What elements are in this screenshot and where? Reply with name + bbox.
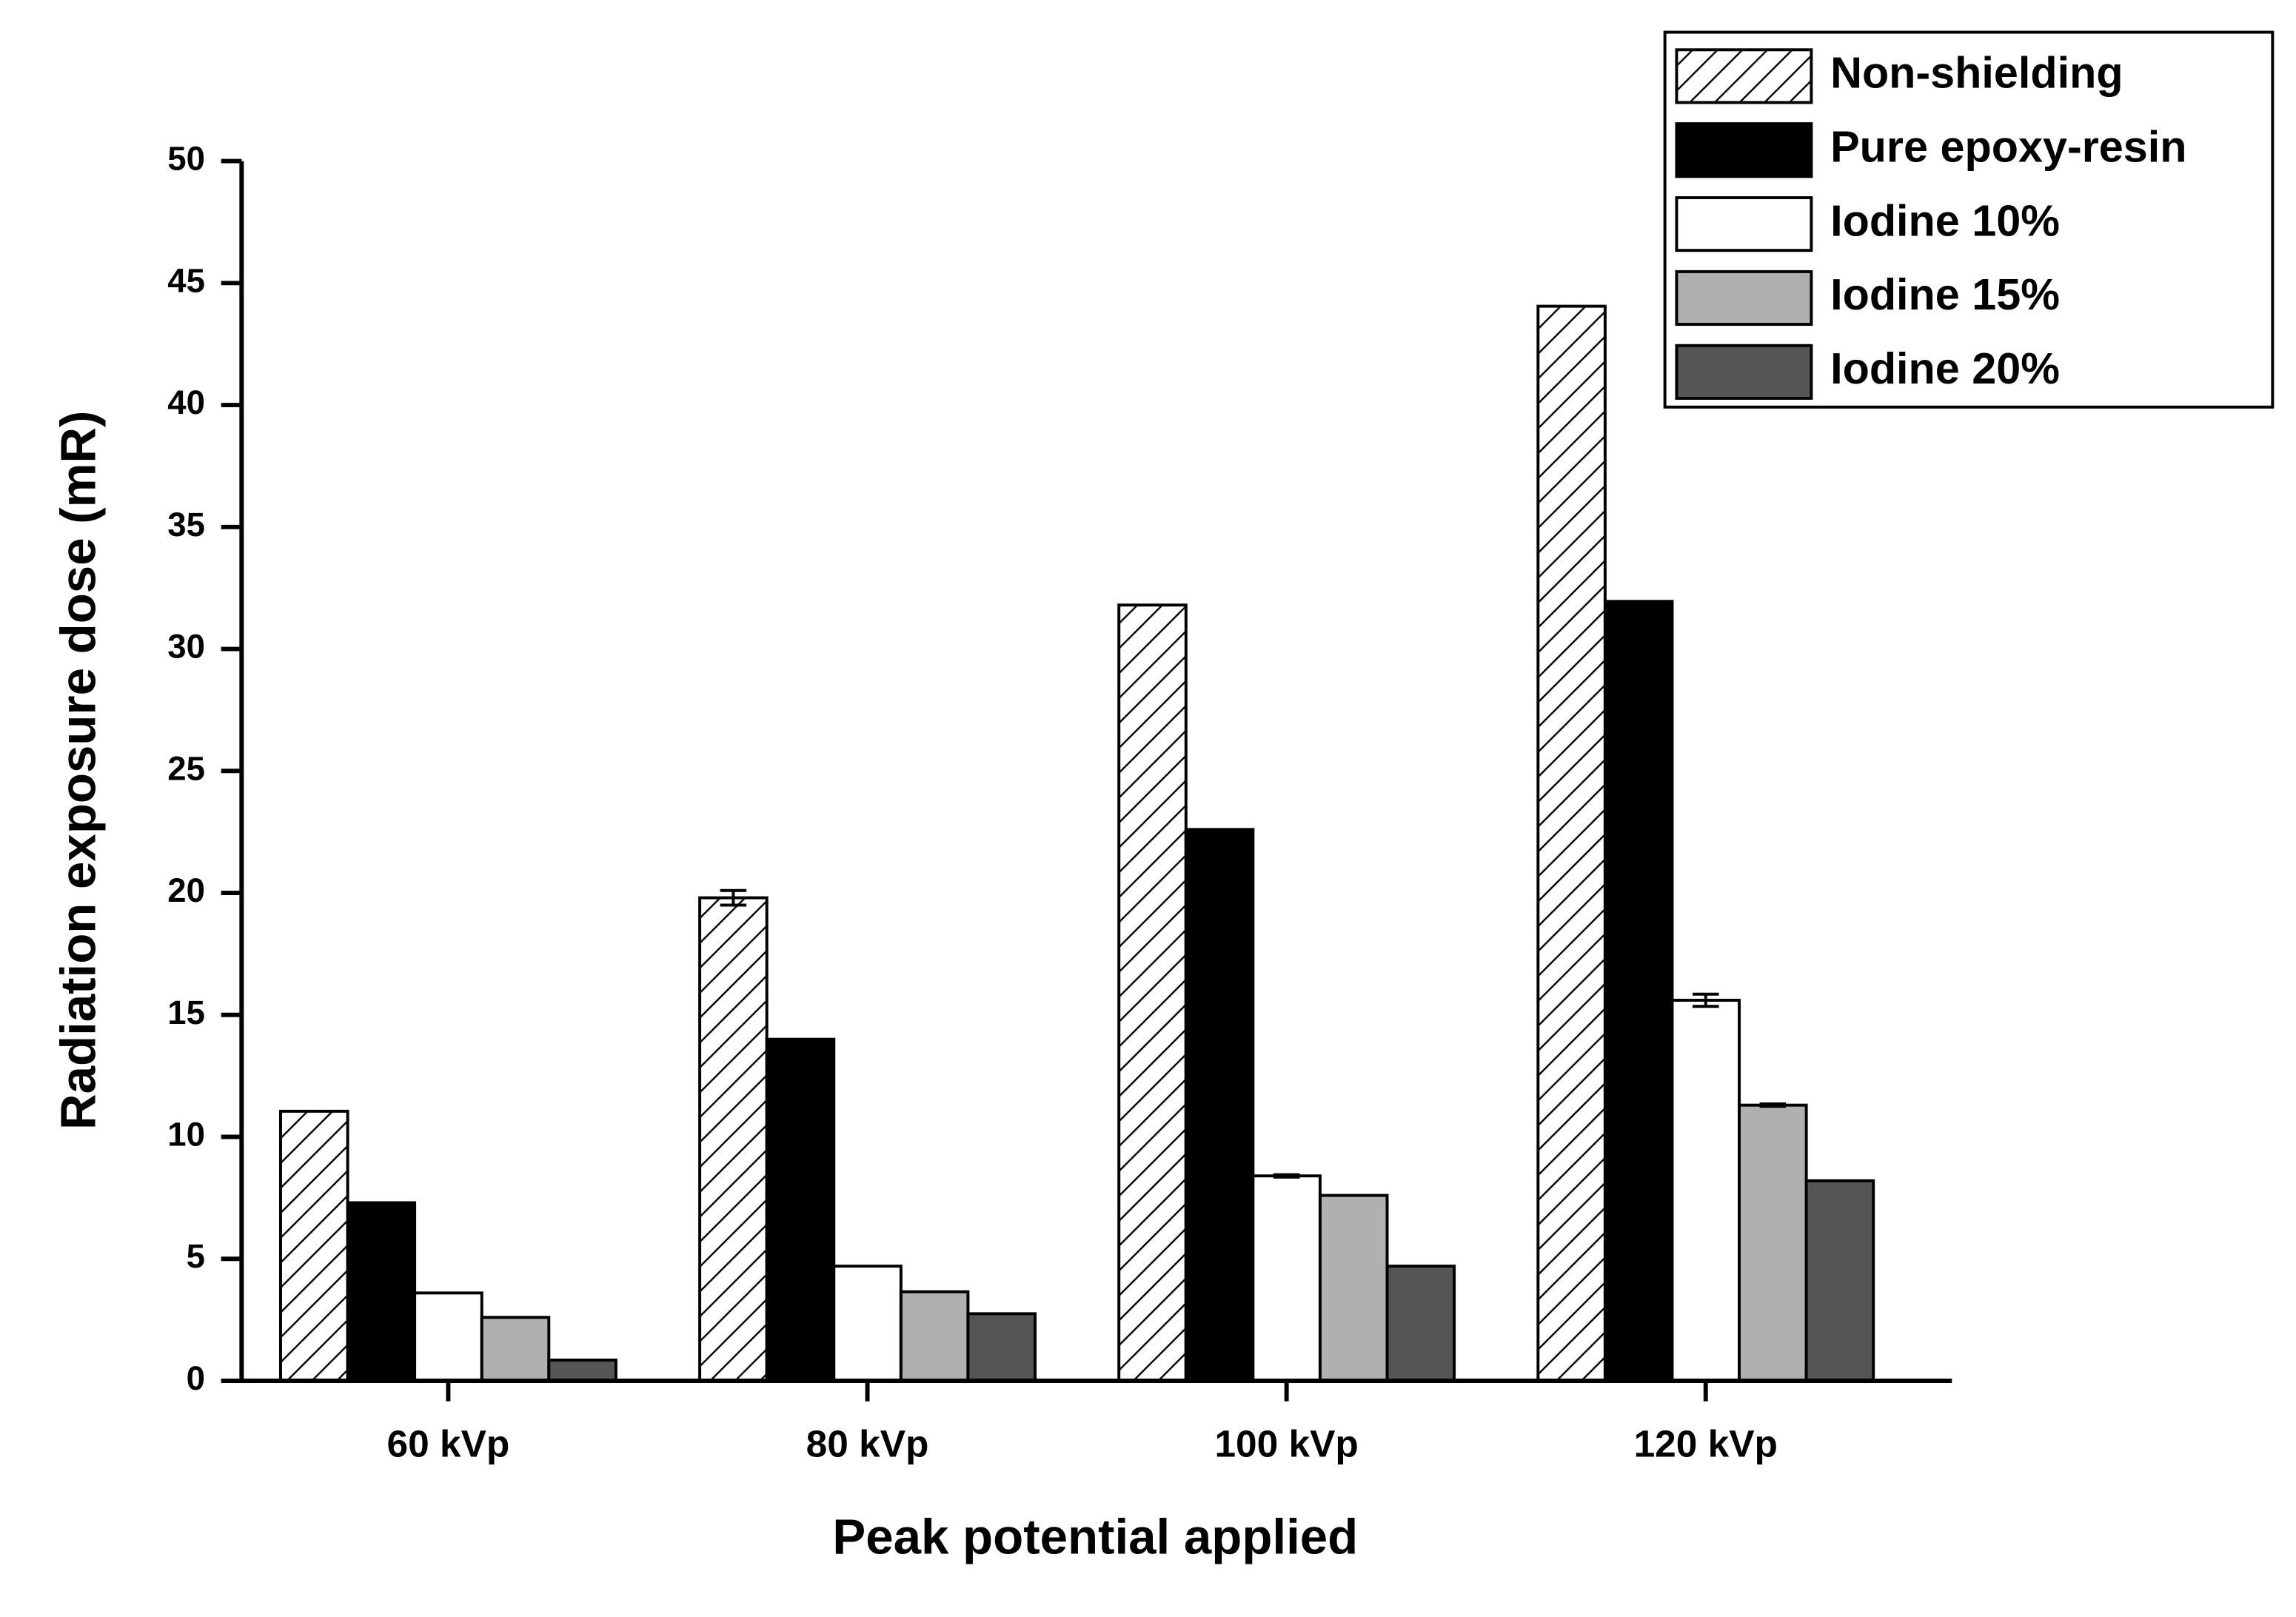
bar xyxy=(346,1201,417,1382)
bar xyxy=(1117,603,1188,1382)
legend-label: Iodine 15% xyxy=(1830,270,2060,319)
x-axis-title: Peak potential applied xyxy=(832,1509,1358,1564)
bar xyxy=(1804,1179,1875,1382)
x-tick-label: 60 kVp xyxy=(387,1422,510,1465)
bar xyxy=(1536,304,1607,1382)
bar xyxy=(1318,1194,1389,1382)
bar xyxy=(1385,1265,1456,1382)
legend-swatch xyxy=(1675,122,1813,178)
bar xyxy=(832,1265,903,1382)
bar xyxy=(1670,999,1741,1382)
y-tick-label: 10 xyxy=(167,1116,205,1154)
x-tick-label: 100 kVp xyxy=(1214,1422,1358,1465)
y-tick-label: 50 xyxy=(167,140,205,178)
x-tick-label: 80 kVp xyxy=(806,1422,929,1465)
error-bar xyxy=(1759,1102,1787,1108)
bar xyxy=(899,1290,970,1382)
error-bar xyxy=(1692,992,1719,1008)
bar xyxy=(966,1312,1037,1382)
bar xyxy=(1603,600,1674,1382)
legend-label: Non-shielding xyxy=(1830,48,2123,98)
bar xyxy=(278,1109,349,1382)
bar xyxy=(1251,1174,1322,1382)
legend-swatch xyxy=(1675,48,1813,104)
bar xyxy=(547,1358,617,1382)
legend-label: Iodine 20% xyxy=(1830,344,2060,393)
bar xyxy=(765,1037,836,1382)
bar xyxy=(413,1291,483,1382)
bar xyxy=(1184,828,1255,1382)
bar xyxy=(480,1316,551,1382)
y-tick-label: 0 xyxy=(187,1359,205,1397)
legend-swatch xyxy=(1675,196,1813,252)
legend-swatch xyxy=(1675,270,1813,327)
bar xyxy=(698,896,769,1382)
y-tick-label: 30 xyxy=(167,628,205,666)
error-bar xyxy=(720,888,747,907)
x-tick-label: 120 kVp xyxy=(1634,1422,1778,1465)
y-tick-label: 15 xyxy=(167,994,205,1031)
legend-label: Iodine 10% xyxy=(1830,195,2060,245)
legend-label: Pure epoxy-resin xyxy=(1830,121,2186,171)
bar xyxy=(1738,1103,1808,1382)
legend-swatch xyxy=(1675,344,1813,400)
y-tick-label: 40 xyxy=(167,384,205,421)
y-tick-label: 45 xyxy=(167,261,205,299)
y-tick-label: 20 xyxy=(167,871,205,909)
y-axis-title: Radiation exposure dose (mR) xyxy=(51,411,107,1130)
error-bar xyxy=(1273,1173,1300,1179)
y-tick-label: 5 xyxy=(187,1237,205,1275)
y-tick-label: 25 xyxy=(167,749,205,787)
y-tick-label: 35 xyxy=(167,506,205,543)
